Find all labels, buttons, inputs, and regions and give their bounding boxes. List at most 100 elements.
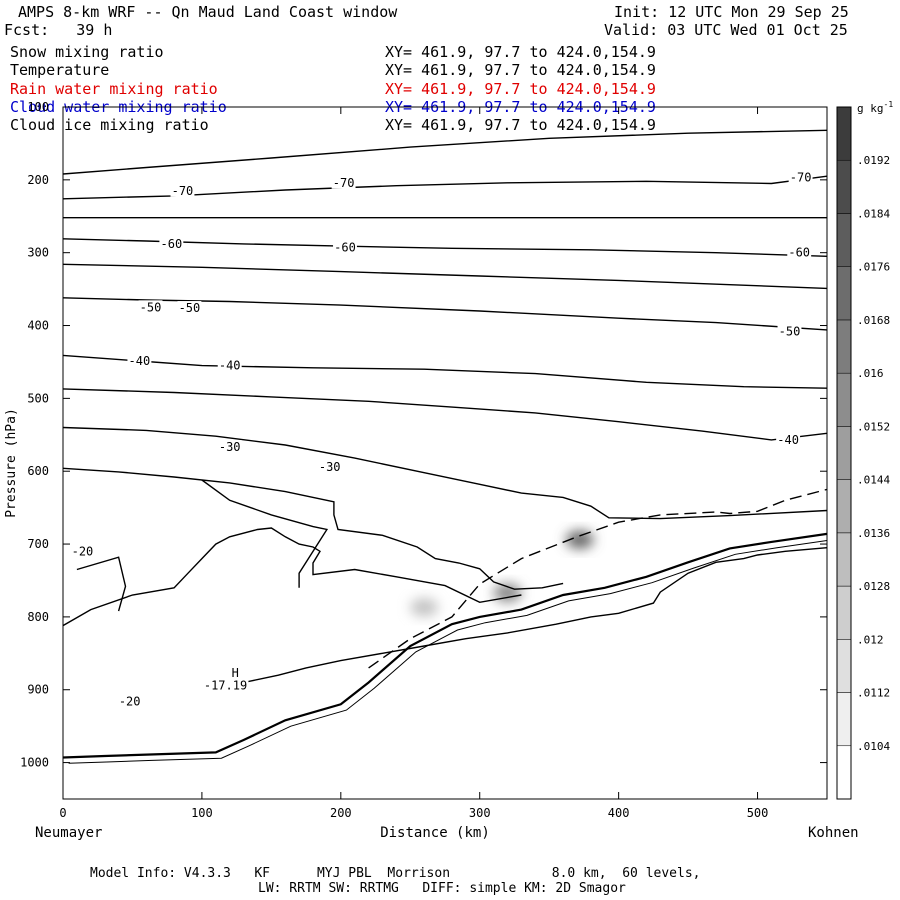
init-time: Init: 12 UTC Mon 29 Sep 25 [614, 3, 849, 21]
y-axis-label: Pressure (hPa) [4, 408, 19, 518]
colorbar-swatch [836, 319, 852, 374]
colorbar-swatch [836, 426, 852, 480]
contour-label-bg [333, 240, 357, 254]
contour-label: -60 [334, 241, 356, 255]
colorbar-units: g kg-1 [857, 100, 893, 115]
isotherm-line [76, 556, 127, 612]
right-endpoint-label: Kohnen [808, 825, 859, 841]
field-xy: XY= 461.9, 97.7 to 424.0,154.9 [385, 80, 656, 98]
y-tick-label: 1000 [20, 756, 49, 770]
contour-label-bg [117, 694, 142, 708]
colorbar-swatch [836, 692, 852, 747]
forecast-hour: Fcst: 39 h [4, 21, 113, 39]
mixing-ratio-blob [493, 583, 522, 602]
colorbar-swatch [836, 639, 852, 693]
y-tick-label: 100 [27, 100, 49, 114]
colorbar-label: .0176 [857, 261, 890, 274]
y-tick-label: 600 [27, 464, 49, 478]
field-name: Snow mixing ratio [10, 43, 164, 61]
colorbar-swatch [836, 479, 852, 534]
colorbar-label: .012 [857, 633, 884, 646]
isotherm-line [63, 297, 827, 331]
contour-label: -50 [779, 324, 801, 338]
colorbar-label: .0192 [857, 154, 890, 167]
colorbar-label: .016 [857, 367, 884, 380]
contour-label-bg [777, 324, 802, 338]
colorbar-swatch [836, 213, 852, 267]
contour-label-bg [217, 440, 242, 454]
field-name: Temperature [10, 61, 110, 79]
mixing-ratio-blob [565, 530, 594, 549]
x-axis-label: Distance (km) [380, 825, 490, 841]
colorbar-label: .0104 [857, 740, 890, 753]
contour-label-bg [331, 175, 356, 189]
colorbar-frame [836, 106, 852, 800]
colorbar-swatch [836, 372, 852, 427]
contour-label-bg [787, 245, 812, 259]
colorbar-label: .0128 [857, 580, 890, 593]
contour-label: -40 [129, 354, 151, 368]
contour-label-bg [70, 544, 95, 558]
x-tick-label: 400 [608, 806, 630, 820]
contour-label: -50 [140, 300, 162, 314]
valid-time: Valid: 03 UTC Wed 01 Oct 25 [604, 21, 848, 39]
field-name: Rain water mixing ratio [10, 80, 218, 98]
colorbar-label: .0144 [857, 474, 890, 487]
isotherm-line [63, 354, 827, 389]
isotherm-line [201, 479, 329, 588]
colorbar-swatch [836, 585, 852, 640]
contour-labels: -70 -70 -70 -60 -60 -60 -50 -50 -50 -40 -40 -40 -30 -… [70, 170, 813, 708]
contour-label-bg [788, 170, 813, 184]
field-xy: XY= 461.9, 97.7 to 424.0,154.9 [385, 61, 656, 79]
contour-label-bg [217, 358, 242, 372]
mixing-ratio-shading [410, 530, 594, 617]
isotherm-line [63, 263, 827, 290]
cloud-water-dashed-line [368, 488, 827, 669]
contour-label-bg [138, 300, 163, 314]
model-info: Model Info: V4.3.3 KF MYJ PBL Morrison 8… [90, 866, 701, 881]
y-tick-label: 700 [27, 537, 49, 551]
contour-label: -70 [333, 176, 355, 190]
isotherm-line [63, 388, 827, 441]
x-tick-label: 200 [330, 806, 352, 820]
contour-label-bg [776, 432, 801, 446]
x-tick-label: 300 [469, 806, 491, 820]
contour-label-bg [127, 354, 152, 368]
isotherm-line [63, 129, 827, 175]
isotherm-line [63, 467, 564, 590]
contour-label: -20 [119, 694, 141, 708]
contour-label: H [232, 666, 239, 680]
y-tick-label: 300 [27, 246, 49, 260]
contour-label: -20 [72, 544, 94, 558]
contour-label: -30 [219, 440, 241, 454]
terrain-line-secondary [68, 540, 827, 764]
plot-frame [62, 106, 828, 800]
field-name: Cloud ice mixing ratio [10, 116, 209, 134]
isotherm-line [63, 527, 522, 627]
y-tick-label: 500 [27, 391, 49, 405]
colorbar-swatch [836, 745, 852, 800]
contour-label: -60 [161, 237, 183, 251]
isotherm-line [63, 426, 827, 520]
x-tick-label: 100 [191, 806, 213, 820]
colorbar-label: .0136 [857, 527, 890, 540]
colorbar-swatch [836, 532, 852, 587]
terrain-line [63, 532, 827, 759]
colorbar-swatch [836, 159, 852, 214]
colorbar-label: .0184 [857, 207, 890, 220]
y-tick-label: 200 [27, 173, 49, 187]
contour-label-bg [230, 665, 240, 679]
contour-label: -40 [219, 359, 241, 373]
left-endpoint-label: Neumayer [35, 825, 102, 841]
contour-label: -30 [319, 460, 341, 474]
contour-label-bg [202, 678, 249, 692]
axes: 100 200 300 400 500 600 700 800 900 1000 0 100 200 30… [20, 100, 827, 820]
contour-label: -17.19 [204, 678, 247, 692]
isotherm-line [243, 547, 827, 684]
contour-label-bg [159, 236, 184, 250]
chart-title: AMPS 8-km WRF -- Qn Maud Land Coast wind… [18, 3, 398, 21]
y-tick-label: 900 [27, 683, 49, 697]
colorbar: .0104 .0112 .012 .0128 .0136 .0144 .0152 .016 .0… [836, 106, 890, 800]
y-tick-label: 800 [27, 610, 49, 624]
